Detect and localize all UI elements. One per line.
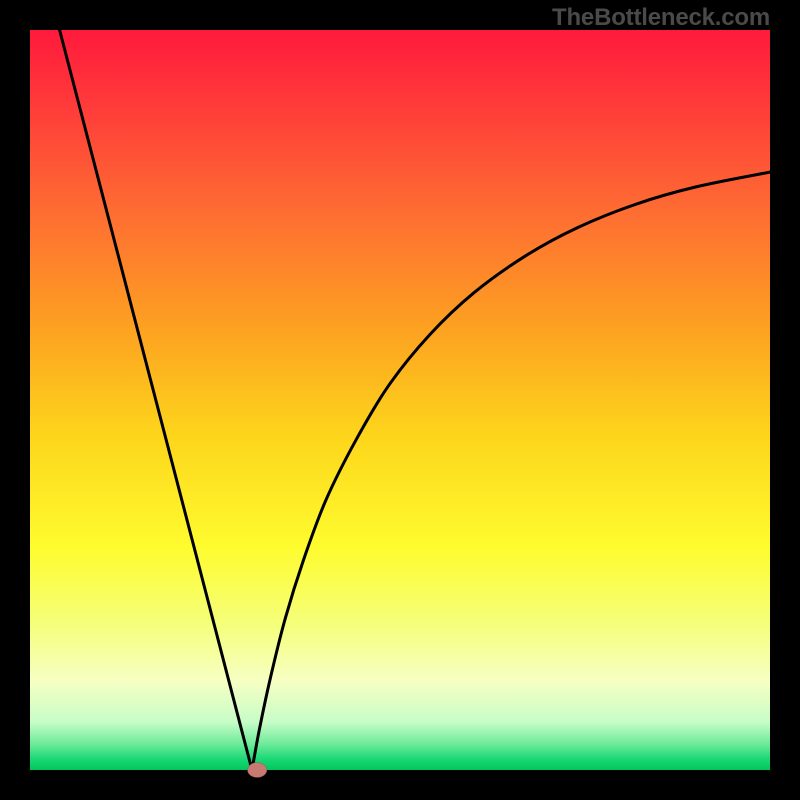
plot-gradient-background — [30, 30, 770, 770]
watermark-text: TheBottleneck.com — [552, 4, 770, 32]
bottleneck-chart — [0, 0, 800, 800]
optimal-point-marker — [248, 763, 267, 778]
